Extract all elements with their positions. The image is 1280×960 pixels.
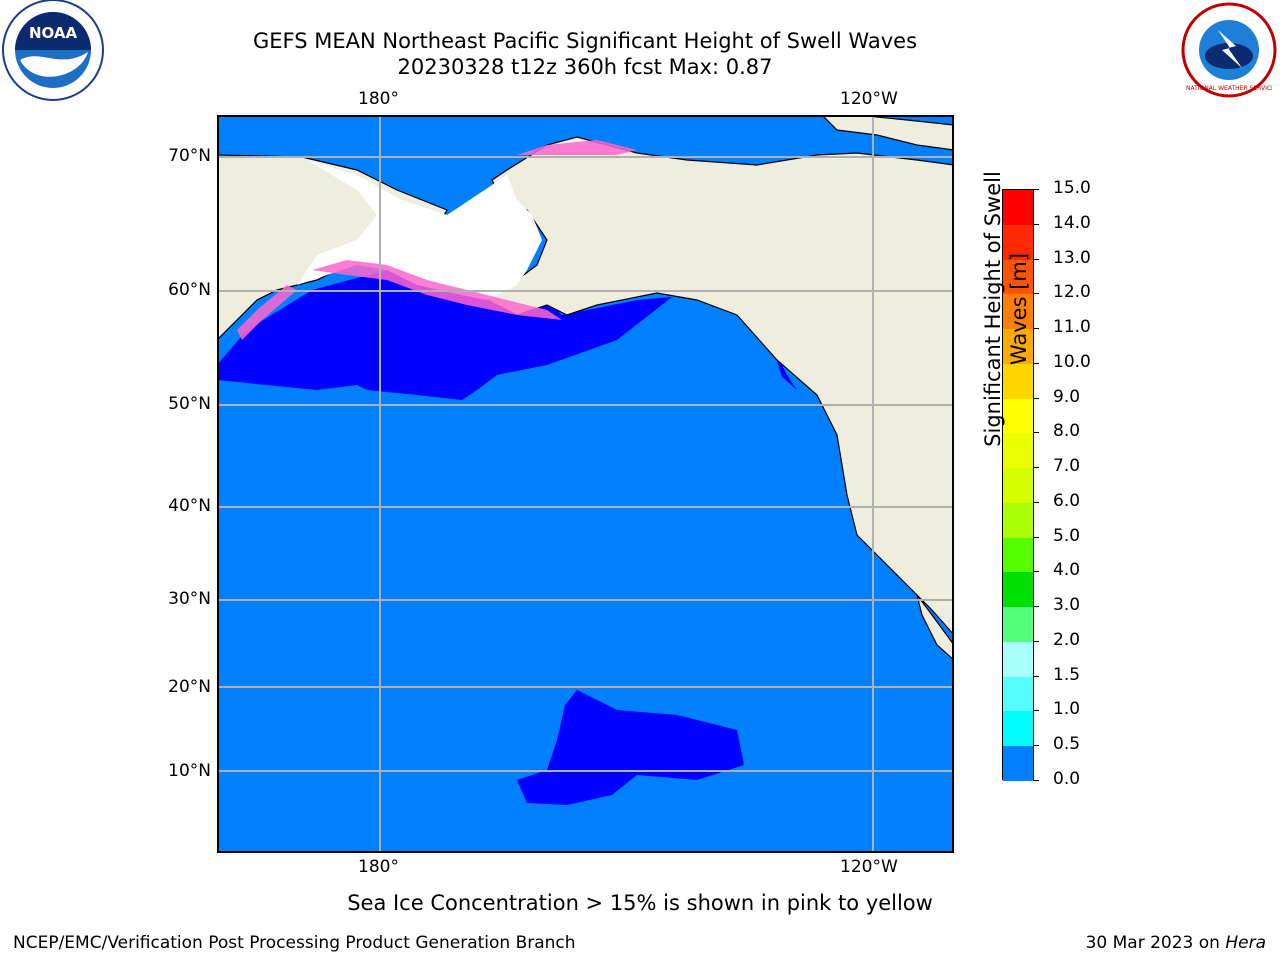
land-alaska <box>485 136 954 636</box>
colorbar-segment <box>1003 468 1033 504</box>
colorbar <box>1002 189 1034 782</box>
map-subtitle: 20230328 t12z 360h fcst Max: 0.87 <box>397 55 773 79</box>
colorbar-tick-label: 0.5 <box>1053 734 1081 755</box>
colorbar-tick-mark <box>1033 432 1039 434</box>
colorbar-segment <box>1003 294 1033 330</box>
lat-label-70n: 70°N <box>168 146 211 166</box>
colorbar-tick-mark <box>1033 501 1039 503</box>
land-baja <box>916 594 954 661</box>
colorbar-tick-mark <box>1033 606 1039 608</box>
footer-date: 30 Mar 2023 on Hera <box>1086 933 1266 953</box>
colorbar-tick-mark <box>1033 536 1039 538</box>
colorbar-tick-mark <box>1033 328 1039 330</box>
colorbar-tick-mark <box>1033 362 1039 364</box>
colorbar-segment <box>1003 746 1033 782</box>
colorbar-segment <box>1003 641 1033 678</box>
ice-edge-arctic <box>517 140 637 155</box>
map-panel <box>217 115 954 853</box>
colorbar-tick-label: 13.0 <box>1053 247 1091 268</box>
colorbar-tick-mark <box>1033 293 1039 295</box>
colorbar-tick-label: 1.5 <box>1053 664 1081 685</box>
nws-logo: NATIONAL WEATHER SERVICE <box>1178 0 1280 100</box>
colorbar-tick-mark <box>1033 710 1039 712</box>
colorbar-segment <box>1003 607 1033 643</box>
lat-label-50n: 50°N <box>168 394 211 414</box>
lat-label-60n: 60°N <box>168 280 211 300</box>
colorbar-segment <box>1003 329 1033 365</box>
colorbar-tick-label: 10.0 <box>1053 351 1091 372</box>
low-swell-region-gulf-alaska <box>217 270 672 400</box>
lon-label-top-180: 180° <box>358 89 399 109</box>
map-title: GEFS MEAN Northeast Pacific Significant … <box>252 29 918 53</box>
lat-label-10n: 10°N <box>168 761 211 781</box>
colorbar-tick-mark <box>1033 189 1039 190</box>
colorbar-tick-mark <box>1033 258 1039 260</box>
lat-label-30n: 30°N <box>168 589 211 609</box>
lon-label-bottom-180: 180° <box>358 857 399 877</box>
colorbar-segment <box>1003 433 1033 469</box>
map-frame <box>217 115 954 853</box>
colorbar-segment <box>1003 190 1033 226</box>
colorbar-tick-label: 14.0 <box>1053 212 1091 233</box>
ice-caption: Sea Ice Concentration > 15% is shown in … <box>347 891 933 915</box>
lat-label-40n: 40°N <box>168 496 211 516</box>
colorbar-segment <box>1003 537 1033 573</box>
colorbar-tick-label: 3.0 <box>1053 595 1081 616</box>
ice-edge-band-west <box>237 285 297 340</box>
lat-label-20n: 20°N <box>168 677 211 697</box>
colorbar-tick-label: 2.0 <box>1053 629 1081 650</box>
colorbar-tick-label: 1.0 <box>1053 699 1081 720</box>
colorbar-segment <box>1003 572 1033 608</box>
low-swell-region-hawaii <box>517 690 744 805</box>
nws-logo-text: NATIONAL WEATHER SERVICE <box>1186 85 1272 92</box>
lon-label-top-120w: 120°W <box>840 89 898 109</box>
colorbar-tick-mark <box>1033 675 1039 677</box>
colorbar-tick-mark <box>1033 780 1039 781</box>
colorbar-tick-label: 0.0 <box>1053 769 1081 789</box>
footer-host: Hera <box>1225 933 1266 953</box>
colorbar-segment <box>1003 711 1033 747</box>
colorbar-tick-mark <box>1033 467 1039 469</box>
colorbar-tick-mark <box>1033 640 1039 642</box>
lon-label-bottom-120w: 120°W <box>840 857 898 877</box>
colorbar-label: Significant Height of Swell Waves [m] <box>981 171 1031 447</box>
colorbar-tick-mark <box>1033 745 1039 747</box>
noaa-logo-text: NOAA <box>29 24 78 42</box>
colorbar-segment <box>1003 259 1033 295</box>
colorbar-segment <box>1003 502 1033 539</box>
colorbar-tick-mark <box>1033 223 1039 225</box>
colorbar-segment <box>1003 224 1033 260</box>
noaa-logo: NOAA <box>0 0 106 106</box>
colorbar-tick-label: 7.0 <box>1053 456 1081 477</box>
colorbar-tick-label: 4.0 <box>1053 560 1081 581</box>
colorbar-tick-mark <box>1033 397 1039 399</box>
colorbar-tick-label: 9.0 <box>1053 386 1081 407</box>
colorbar-tick-label: 12.0 <box>1053 282 1091 303</box>
footer-date-text: 30 Mar 2023 on <box>1085 933 1226 953</box>
colorbar-tick-label: 11.0 <box>1053 317 1091 338</box>
colorbar-segment <box>1003 676 1033 712</box>
colorbar-segment <box>1003 363 1033 400</box>
colorbar-tick-label: 8.0 <box>1053 421 1081 442</box>
colorbar-segment <box>1003 398 1033 434</box>
colorbar-tick-label: 5.0 <box>1053 525 1081 546</box>
colorbar-label-wrap: Significant Height of Swell Waves [m] <box>981 171 1160 612</box>
footer-credit: NCEP/EMC/Verification Post Processing Pr… <box>13 933 576 953</box>
colorbar-tick-label: 6.0 <box>1053 490 1081 511</box>
colorbar-tick-label: 15.0 <box>1053 178 1091 198</box>
colorbar-tick-mark <box>1033 571 1039 573</box>
